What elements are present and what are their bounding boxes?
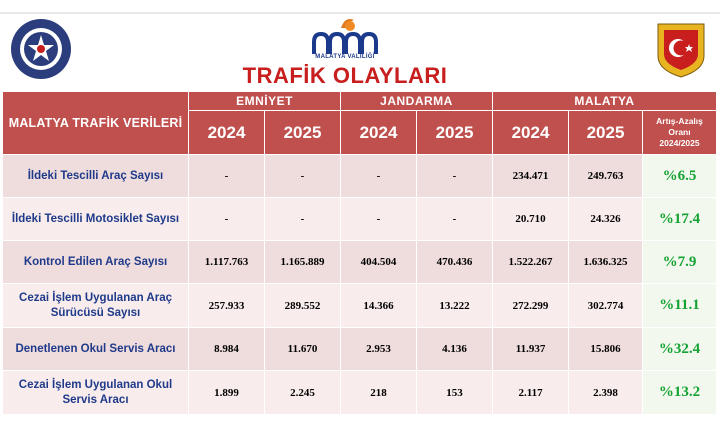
ratio-header-line: 2024/2025: [659, 138, 700, 148]
year-header: 2024: [188, 110, 265, 155]
year-header: 2025: [415, 110, 494, 155]
table-row: İldeki Tescilli Araç Sayısı - - - - 234.…: [2, 154, 718, 198]
ratio-value: %32.4: [642, 327, 718, 371]
gendarmerie-emblem-icon: [657, 23, 705, 78]
cell-value: 1.636.325: [568, 240, 644, 284]
traffic-data-table: MALATYA TRAFİK VERİLERİ EMNİYET JANDARMA…: [2, 91, 718, 415]
year-header: 2024: [492, 110, 570, 155]
cell-value: 4.136: [415, 327, 494, 371]
ratio-header-line: Oranı: [668, 127, 691, 137]
row-label: Cezai İşlem Uygulanan Okul Servis Aracı: [2, 370, 189, 415]
top-divider: [0, 12, 720, 14]
row-label: İldeki Tescilli Motosiklet Sayısı: [2, 197, 189, 241]
cell-value: 1.165.889: [264, 240, 341, 284]
group-header-jandarma: JANDARMA: [339, 91, 494, 111]
cell-value: 1.899: [188, 370, 265, 415]
table-row: Cezai İşlem Uygulanan Okul Servis Aracı …: [2, 370, 718, 415]
cell-value: 302.774: [568, 283, 644, 328]
year-header: 2025: [264, 110, 341, 155]
cell-value: 13.222: [415, 283, 494, 328]
cell-value: -: [264, 197, 341, 241]
ratio-value: %17.4: [642, 197, 718, 241]
ratio-value: %7.9: [642, 240, 718, 284]
table-row: Cezai İşlem Uygulanan Araç Sürücüsü Sayı…: [2, 283, 718, 328]
police-emblem-icon: [11, 19, 71, 79]
cell-value: 20.710: [492, 197, 570, 241]
ratio-header-line: Artış-Azalış: [656, 116, 703, 126]
group-header-emniyet: EMNİYET: [188, 91, 341, 111]
ratio-value: %13.2: [642, 370, 718, 415]
cell-value: 249.763: [568, 154, 644, 198]
cell-value: 24.326: [568, 197, 644, 241]
row-label: Denetlenen Okul Servis Aracı: [2, 327, 189, 371]
cell-value: 2.117: [492, 370, 570, 415]
group-header-malatya: MALATYA: [492, 91, 718, 111]
cell-value: -: [340, 197, 417, 241]
cell-value: 8.984: [188, 327, 265, 371]
cell-value: 470.436: [415, 240, 494, 284]
cell-value: -: [340, 154, 417, 198]
cell-value: 2.245: [264, 370, 341, 415]
cell-value: 15.806: [568, 327, 644, 371]
cell-value: -: [264, 154, 341, 198]
year-header: 2024: [340, 110, 417, 155]
cell-value: 272.299: [492, 283, 570, 328]
governorship-caption: MALATYA VALİLİĞİ: [315, 54, 375, 60]
cell-value: 11.670: [264, 327, 341, 371]
cell-value: 257.933: [188, 283, 265, 328]
cell-value: 289.552: [264, 283, 341, 328]
cell-value: 404.504: [340, 240, 417, 284]
page-title: TRAFİK OLAYLARI: [242, 63, 448, 88]
ratio-header: Artış-Azalış Oranı 2024/2025: [642, 110, 718, 155]
cell-value: 153: [415, 370, 494, 415]
ratio-value: %11.1: [642, 283, 718, 328]
table-row: İldeki Tescilli Motosiklet Sayısı - - - …: [2, 197, 718, 241]
cell-value: 11.937: [492, 327, 570, 371]
cell-value: 14.366: [340, 283, 417, 328]
cell-value: -: [188, 197, 265, 241]
cell-value: 218: [340, 370, 417, 415]
table-row: Kontrol Edilen Araç Sayısı 1.117.763 1.1…: [2, 240, 718, 284]
table-corner-label: MALATYA TRAFİK VERİLERİ: [2, 91, 189, 155]
cell-value: 2.398: [568, 370, 644, 415]
row-label: Cezai İşlem Uygulanan Araç Sürücüsü Sayı…: [2, 283, 189, 328]
year-header: 2025: [568, 110, 644, 155]
cell-value: 2.953: [340, 327, 417, 371]
cell-value: -: [415, 154, 494, 198]
governorship-logo-icon: [312, 19, 378, 54]
table-row: Denetlenen Okul Servis Aracı 8.984 11.67…: [2, 327, 718, 371]
cell-value: 234.471: [492, 154, 570, 198]
row-label: İldeki Tescilli Araç Sayısı: [2, 154, 189, 198]
ratio-value: %6.5: [642, 154, 718, 198]
cell-value: 1.522.267: [492, 240, 570, 284]
cell-value: 1.117.763: [188, 240, 265, 284]
cell-value: -: [415, 197, 494, 241]
cell-value: -: [188, 154, 265, 198]
row-label: Kontrol Edilen Araç Sayısı: [2, 240, 189, 284]
